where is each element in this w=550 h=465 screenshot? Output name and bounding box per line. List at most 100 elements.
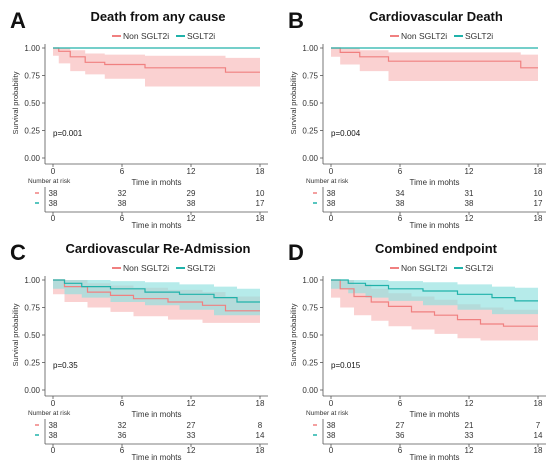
y-tick-label: 0.50 [302, 99, 318, 108]
x-tick-label: 12 [187, 399, 196, 408]
p-value: p=0.004 [331, 129, 361, 138]
x-tick-label: 12 [465, 399, 474, 408]
risk-table-title: Number at risk [306, 410, 349, 417]
p-value: p=0.001 [53, 129, 83, 138]
risk-x-tick-label: 6 [398, 446, 403, 455]
y-tick-label: 0.00 [302, 386, 318, 395]
y-tick-label: 0.25 [302, 359, 318, 368]
risk-value: 27 [396, 421, 405, 430]
x-axis-label: Time in mohts [410, 178, 460, 187]
y-axis-label: Survival probability [11, 71, 20, 134]
risk-value: 38 [49, 189, 58, 198]
risk-x-tick-label: 12 [187, 214, 196, 223]
risk-value: 31 [465, 189, 474, 198]
x-tick-label: 6 [120, 399, 125, 408]
y-tick-label: 0.75 [24, 72, 40, 81]
risk-x-axis-label: Time in mohts [410, 453, 460, 462]
risk-x-tick-label: 18 [256, 446, 265, 455]
risk-x-axis-label: Time in mohts [410, 221, 460, 230]
x-tick-label: 18 [534, 399, 543, 408]
legend-label-1: SGLT2i [465, 263, 493, 273]
risk-x-tick-label: 6 [398, 214, 403, 223]
risk-value: 38 [327, 199, 336, 208]
risk-x-tick-label: 6 [120, 214, 125, 223]
y-tick-label: 0.50 [24, 99, 40, 108]
risk-x-axis-label: Time in mohts [132, 221, 182, 230]
y-axis-label: Survival probability [11, 303, 20, 366]
risk-value: 10 [534, 189, 543, 198]
risk-x-tick-label: 0 [51, 446, 56, 455]
risk-value: 38 [327, 189, 336, 198]
panel-a: A Death from any cause Non SGLT2i SGLT2i Sur… [10, 8, 268, 230]
legend-label-0: Non SGLT2i [123, 31, 169, 41]
risk-value: 33 [187, 431, 196, 440]
risk-x-tick-label: 6 [120, 446, 125, 455]
x-tick-label: 6 [120, 167, 125, 176]
panel-letter: B [288, 8, 304, 33]
y-tick-label: 1.00 [302, 44, 318, 53]
risk-value: 36 [396, 431, 405, 440]
risk-value: 8 [258, 421, 263, 430]
y-tick-label: 0.75 [302, 304, 318, 313]
km-curve-non-sglt2i [53, 47, 260, 73]
x-tick-label: 18 [256, 399, 265, 408]
y-tick-label: 0.25 [302, 127, 318, 136]
x-tick-label: 0 [329, 399, 334, 408]
panel-d: D Combined endpoint Non SGLT2i SGLT2i Surviv… [288, 240, 546, 462]
ci-band-sglt2i [53, 280, 260, 316]
panel-title: Combined endpoint [375, 241, 498, 256]
x-tick-label: 0 [51, 167, 56, 176]
risk-x-tick-label: 0 [51, 214, 56, 223]
risk-x-tick-label: 0 [329, 446, 334, 455]
x-tick-label: 18 [534, 167, 543, 176]
x-tick-label: 18 [256, 167, 265, 176]
y-tick-label: 0.25 [24, 359, 40, 368]
risk-value: 32 [118, 421, 127, 430]
panel-title: Death from any cause [90, 9, 225, 24]
risk-value: 14 [256, 431, 265, 440]
x-tick-label: 0 [51, 399, 56, 408]
y-tick-label: 0.25 [24, 127, 40, 136]
y-tick-label: 0.00 [302, 154, 318, 163]
risk-x-tick-label: 12 [465, 214, 474, 223]
risk-x-tick-label: 18 [534, 214, 543, 223]
legend-label-1: SGLT2i [187, 263, 215, 273]
risk-value: 33 [465, 431, 474, 440]
risk-x-tick-label: 18 [256, 214, 265, 223]
risk-value: 21 [465, 421, 474, 430]
y-tick-label: 0.00 [24, 386, 40, 395]
p-value: p=0.35 [53, 361, 78, 370]
risk-x-axis-label: Time in mohts [132, 453, 182, 462]
risk-value: 38 [49, 421, 58, 430]
x-tick-label: 6 [398, 399, 403, 408]
y-tick-label: 0.75 [302, 72, 318, 81]
y-tick-label: 0.00 [24, 154, 40, 163]
legend: Non SGLT2i SGLT2i [112, 263, 215, 273]
risk-value: 17 [256, 199, 265, 208]
risk-value: 36 [118, 431, 127, 440]
y-axis-label: Survival probability [289, 303, 298, 366]
risk-table-title: Number at risk [28, 178, 71, 185]
panel-letter: A [10, 8, 26, 33]
km-curve-sglt2i [53, 279, 260, 303]
risk-table-title: Number at risk [28, 410, 71, 417]
x-tick-label: 12 [187, 167, 196, 176]
risk-value: 17 [534, 199, 543, 208]
risk-value: 38 [187, 199, 196, 208]
y-tick-label: 1.00 [24, 276, 40, 285]
risk-value: 10 [256, 189, 265, 198]
risk-value: 29 [187, 189, 196, 198]
panel-letter: C [10, 240, 26, 265]
risk-value: 27 [187, 421, 196, 430]
x-axis-label: Time in mohts [410, 410, 460, 419]
panel-letter: D [288, 240, 304, 265]
x-tick-label: 6 [398, 167, 403, 176]
panel-title: Cardiovascular Death [369, 9, 503, 24]
risk-value: 38 [465, 199, 474, 208]
risk-value: 38 [396, 199, 405, 208]
legend-label-0: Non SGLT2i [401, 31, 447, 41]
risk-x-tick-label: 18 [534, 446, 543, 455]
y-tick-label: 0.50 [302, 331, 318, 340]
ci-band-non-sglt2i [331, 48, 538, 81]
